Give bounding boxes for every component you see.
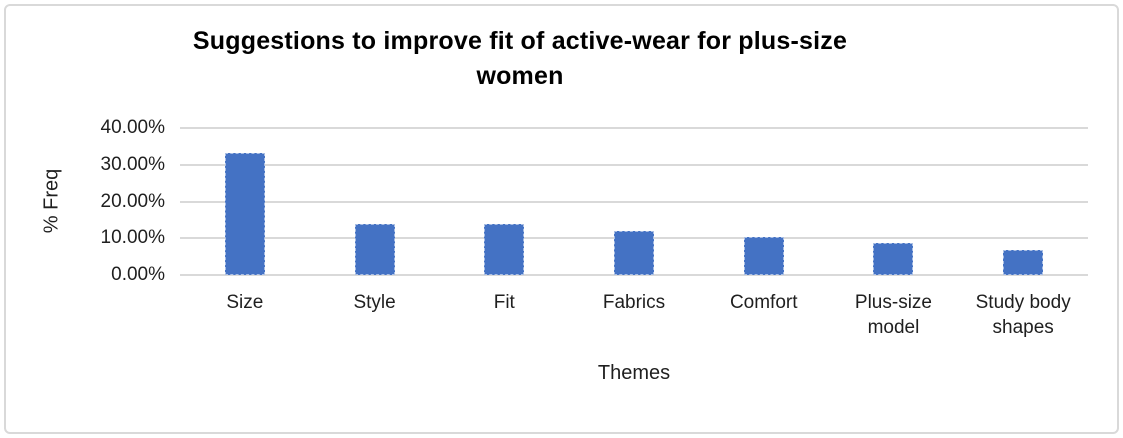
gridline [180,127,1088,129]
bar-slot [180,128,310,275]
gridline [180,274,1088,276]
bar-slot [569,128,699,275]
x-tick-label: Plus-size model [854,292,932,338]
x-tick-label: Fabrics [602,292,666,313]
y-tick-label: 40.00% [100,117,165,138]
bar-study-body-shapes [1003,249,1044,275]
x-tick-label: Fit [493,292,515,313]
x-labels: Size Style Fit Fabrics Comfort Plus-size mode… [180,290,1088,340]
chart-title: Suggestions to improve fit of active-wea… [100,24,940,94]
y-tick-label: 30.00% [100,153,165,175]
bar-slot [310,128,440,275]
bar-fit [484,224,525,275]
bars [180,128,1088,275]
bar-slot [699,128,829,275]
gridline [180,163,1088,166]
y-tick-label: 10.00% [100,227,165,249]
bar-slot [958,128,1088,275]
bar-fabrics [614,230,655,275]
bar-slot [439,128,569,275]
x-tick-label: Style [353,292,396,313]
x-tick-label: Comfort [729,292,798,313]
bar-style [354,224,395,275]
chart-title-line-2: women [476,62,564,90]
bar-size [224,153,265,275]
y-tick-label: 0.00% [111,264,165,285]
chart-title-line-1: Suggestions to improve fit of active-wea… [192,27,848,55]
x-tick-label: Study body shapes [975,292,1071,338]
y-ticks: 0.00% 10.00% 20.00% 30.00% 40.00% [60,117,165,285]
gridline [180,200,1088,203]
bar-plus-size-model [873,243,914,275]
x-tick-label: Size [226,292,264,313]
y-tick-label: 20.00% [100,190,165,212]
chart-frame-border [4,4,1119,434]
plot-area [180,127,1088,276]
bar-slot [829,128,959,275]
bar-comfort [743,236,784,275]
x-axis-title: Themes [597,362,671,384]
